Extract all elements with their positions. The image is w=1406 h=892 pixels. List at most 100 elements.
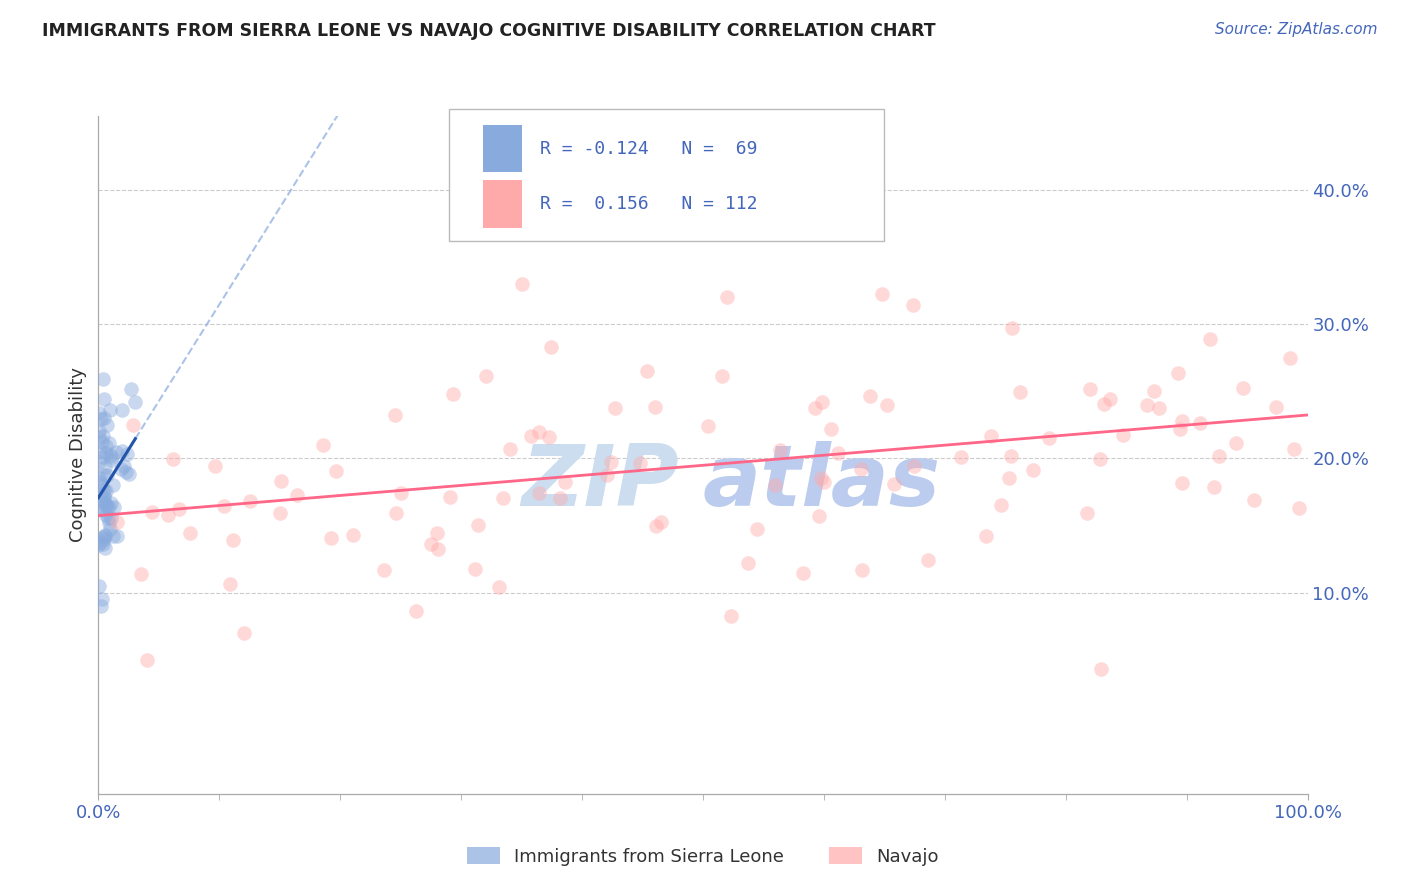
- Point: [420, 537, 443, 551]
- Point: [950, 450, 973, 464]
- Point: [990, 498, 1012, 512]
- Point: [122, 418, 145, 433]
- Point: [100, 511, 122, 525]
- Point: [980, 429, 1002, 443]
- Point: [1038, 431, 1060, 445]
- Point: [600, 455, 623, 469]
- Point: [628, 456, 651, 470]
- Point: [851, 563, 873, 577]
- Point: [94, 498, 117, 512]
- Point: [94, 446, 117, 460]
- Point: [111, 402, 134, 417]
- Point: [870, 286, 893, 301]
- Point: [96, 500, 118, 514]
- Point: [548, 491, 571, 505]
- Point: [737, 556, 759, 570]
- Point: [87, 538, 110, 552]
- Point: [488, 580, 510, 594]
- Point: [103, 500, 125, 514]
- Point: [1112, 428, 1135, 442]
- Point: [384, 408, 406, 422]
- Point: [90, 488, 112, 502]
- Point: [212, 499, 235, 513]
- Point: [89, 475, 111, 489]
- Point: [1143, 384, 1166, 398]
- Point: [974, 529, 997, 543]
- Point: [527, 486, 550, 500]
- Point: [820, 422, 842, 436]
- Point: [1078, 382, 1101, 396]
- Point: [1010, 385, 1032, 400]
- Point: [1232, 381, 1254, 395]
- Point: [384, 506, 406, 520]
- Point: [93, 460, 115, 475]
- Point: [94, 528, 117, 542]
- Point: [917, 553, 939, 567]
- Point: [91, 530, 114, 544]
- Point: [115, 466, 138, 480]
- Point: [1198, 332, 1220, 346]
- Point: [91, 450, 114, 465]
- Point: [605, 401, 627, 415]
- Point: [1021, 463, 1043, 477]
- Point: [554, 475, 576, 489]
- Point: [129, 567, 152, 582]
- Point: [94, 439, 117, 453]
- Point: [94, 483, 117, 498]
- Point: [141, 505, 163, 519]
- Point: [1168, 422, 1191, 436]
- Point: [94, 508, 117, 523]
- Text: R =  0.156   N = 112: R = 0.156 N = 112: [540, 195, 758, 213]
- Point: [876, 398, 898, 412]
- Point: [93, 541, 115, 556]
- Point: [285, 488, 308, 502]
- Point: [373, 563, 395, 577]
- Point: [1088, 451, 1111, 466]
- Point: [342, 528, 364, 542]
- Point: [1001, 321, 1024, 335]
- Point: [93, 411, 115, 425]
- Point: [903, 298, 925, 312]
- Point: [112, 458, 135, 473]
- Point: [269, 507, 291, 521]
- Point: [120, 382, 142, 396]
- Point: [439, 490, 461, 504]
- Point: [100, 448, 122, 462]
- Point: [90, 599, 112, 613]
- Point: [1171, 475, 1194, 490]
- Point: [520, 429, 543, 443]
- Point: [510, 277, 533, 291]
- Point: [426, 526, 449, 541]
- Point: [720, 609, 742, 624]
- Point: [105, 528, 128, 542]
- Point: [93, 468, 115, 483]
- Point: [405, 604, 427, 618]
- Point: [91, 429, 114, 443]
- Point: [529, 425, 551, 439]
- Point: [90, 503, 112, 517]
- Point: [1090, 662, 1112, 676]
- Point: [100, 496, 122, 510]
- Point: [93, 496, 115, 510]
- Point: [93, 483, 115, 498]
- Point: [94, 529, 117, 543]
- Point: [319, 531, 342, 545]
- Point: [1136, 398, 1159, 412]
- Point: [93, 392, 115, 406]
- Point: [105, 445, 128, 459]
- Point: [697, 418, 720, 433]
- Point: [1098, 392, 1121, 406]
- Point: [1288, 501, 1310, 516]
- Point: [325, 464, 347, 478]
- Point: [1204, 480, 1226, 494]
- Point: [595, 143, 617, 157]
- Point: [93, 532, 115, 546]
- Point: [883, 476, 905, 491]
- Point: [1189, 416, 1212, 430]
- Point: [93, 488, 115, 502]
- Point: [91, 500, 114, 515]
- Point: [232, 626, 254, 640]
- Point: [98, 516, 121, 530]
- Point: [89, 406, 111, 420]
- Point: [1076, 506, 1098, 520]
